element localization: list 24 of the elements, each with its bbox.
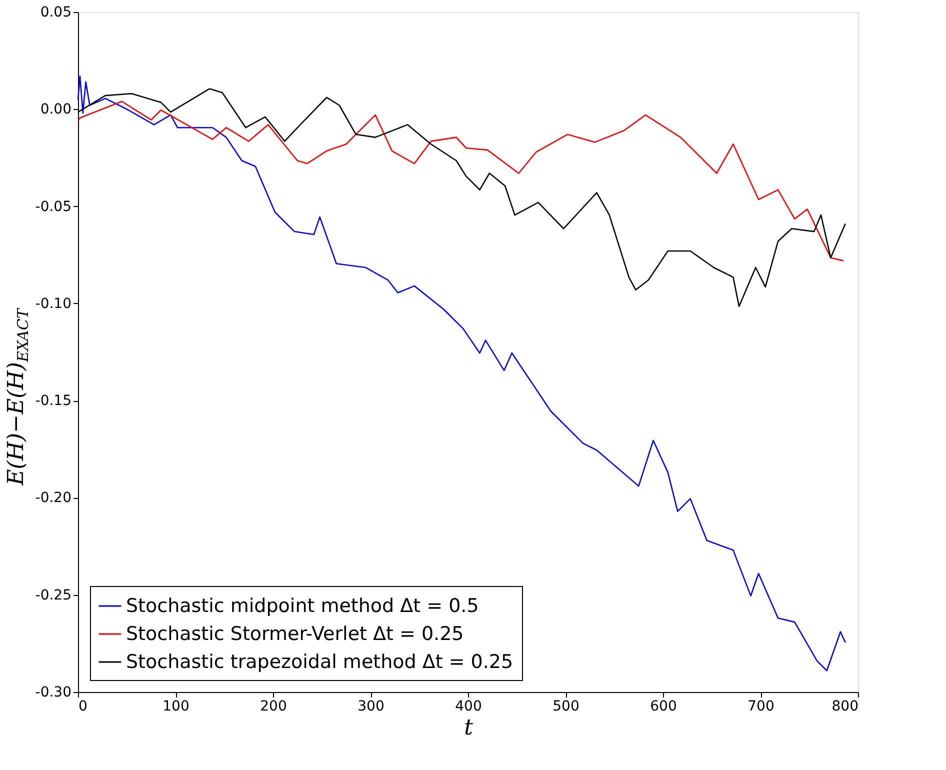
x-tick-label: 0 bbox=[78, 698, 88, 714]
x-tick-label: 300 bbox=[358, 698, 384, 714]
y-tick-label: 0.00 bbox=[40, 102, 72, 118]
y-tick-label: -0.25 bbox=[35, 587, 72, 604]
y-tick-label: -0.30 bbox=[35, 684, 72, 700]
y-axis-title: E(H)−E(H)EXACT bbox=[4, 308, 32, 486]
legend-label: Stochastic trapezoidal method Δt = 0.25 bbox=[126, 651, 514, 673]
x-tick-label: 700 bbox=[748, 698, 774, 714]
x-tick-label: 200 bbox=[260, 698, 287, 714]
x-tick-label: 400 bbox=[455, 698, 482, 714]
legend-label: Stochastic Stormer-Verlet Δt = 0.25 bbox=[126, 623, 464, 645]
x-tick-label: 100 bbox=[162, 698, 190, 714]
y-tick-label: -0.05 bbox=[35, 198, 72, 215]
line-series bbox=[77, 75, 846, 672]
y-tick-label: -0.20 bbox=[35, 490, 72, 506]
legend-label: Stochastic midpoint method Δt = 0.5 bbox=[126, 595, 479, 617]
x-tick-label: 500 bbox=[552, 698, 580, 714]
x-tick-label: 600 bbox=[650, 698, 677, 714]
x-axis-title: t bbox=[464, 716, 474, 740]
y-tick-label: -0.15 bbox=[35, 393, 72, 410]
line-series bbox=[77, 100, 844, 262]
x-tick-label: 800 bbox=[832, 698, 858, 714]
y-tick-label: 0.05 bbox=[40, 4, 72, 20]
y-tick-label: -0.10 bbox=[35, 296, 72, 312]
